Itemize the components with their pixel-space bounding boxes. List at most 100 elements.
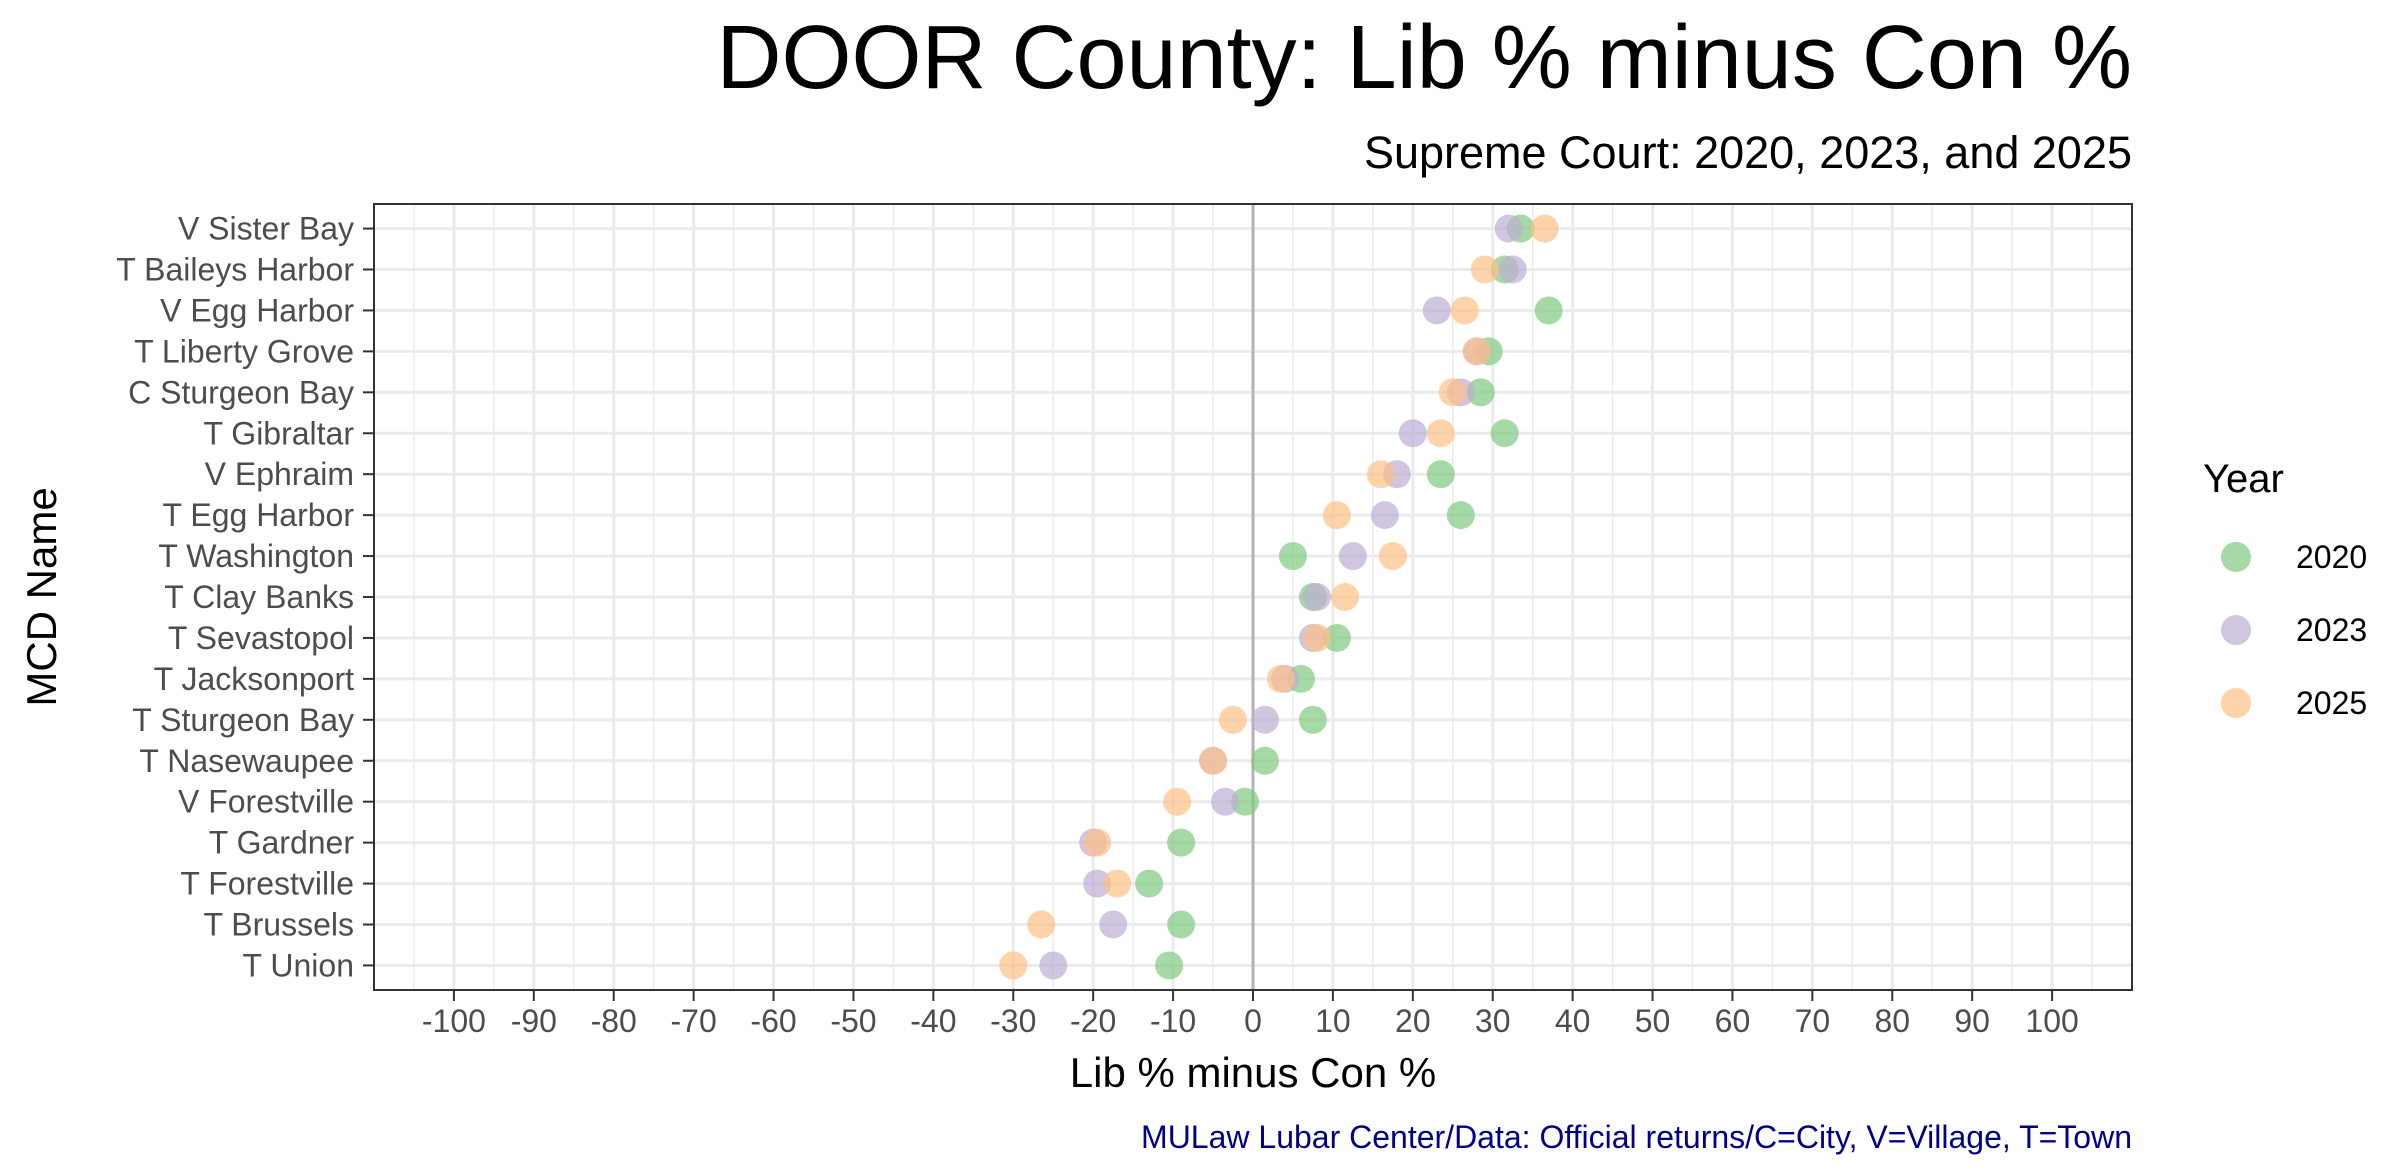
point-2025: [1438, 378, 1467, 407]
point-2025: [1462, 337, 1491, 366]
x-tick-label: -80: [591, 1003, 637, 1039]
point-2020: [1231, 787, 1260, 816]
y-tick-label: T Clay Banks: [164, 579, 354, 615]
x-tick-label: 50: [1635, 1003, 1671, 1039]
point-2023: [1099, 910, 1128, 939]
point-2025: [1470, 255, 1499, 284]
point-2025: [1266, 664, 1295, 693]
legend: Year 2020 2023 2025: [2203, 457, 2367, 721]
legend-title: Year: [2203, 457, 2284, 501]
y-tick-label: T Forestville: [180, 866, 354, 902]
legend-key-2020: [2221, 542, 2251, 572]
point-2025: [1083, 828, 1112, 857]
y-tick-label: T Washington: [158, 538, 354, 574]
point-2025: [1322, 501, 1351, 530]
y-axis-title: MCD Name: [18, 487, 65, 706]
legend-key-2025: [2221, 688, 2251, 718]
y-tick-label: T Gardner: [209, 825, 355, 861]
point-2023: [1039, 951, 1068, 980]
point-2023: [1211, 787, 1240, 816]
point-2025: [1219, 705, 1248, 734]
y-tick-label: V Egg Harbor: [160, 292, 354, 328]
y-tick-label: T Sturgeon Bay: [132, 702, 354, 738]
x-tick-label: 60: [1715, 1003, 1751, 1039]
point-2023: [1370, 501, 1399, 530]
data-points: [999, 214, 1563, 980]
x-tick-label: -60: [750, 1003, 796, 1039]
x-tick-label: 80: [1874, 1003, 1910, 1039]
point-2020: [1167, 910, 1196, 939]
point-2023: [1398, 419, 1427, 448]
point-2025: [1378, 542, 1407, 571]
point-2025: [999, 951, 1028, 980]
point-2023: [1498, 255, 1527, 284]
point-2020: [1446, 501, 1475, 530]
x-tick-label: -30: [990, 1003, 1036, 1039]
legend-label-2023: 2023: [2296, 612, 2367, 648]
y-tick-label: V Ephraim: [205, 456, 354, 492]
y-tick-label: T Jacksonport: [154, 661, 355, 697]
point-2023: [1250, 705, 1279, 734]
y-tick-label: T Sevastopol: [168, 620, 354, 656]
x-tick-label: -40: [910, 1003, 956, 1039]
point-2025: [1330, 583, 1359, 611]
point-2025: [1426, 419, 1455, 448]
y-tick-label: T Union: [243, 947, 354, 983]
point-2025: [1366, 460, 1395, 489]
x-tick-label: 90: [1954, 1003, 1990, 1039]
legend-label-2025: 2025: [2296, 685, 2367, 721]
caption: MULaw Lubar Center/Data: Official return…: [1141, 1119, 2132, 1155]
chart-subtitle: Supreme Court: 2020, 2023, and 2025: [1364, 127, 2132, 178]
point-2020: [1490, 419, 1519, 448]
x-tick-label: 70: [1795, 1003, 1831, 1039]
point-2020: [1250, 746, 1279, 775]
point-2020: [1426, 460, 1455, 489]
y-tick-label: V Forestville: [178, 784, 354, 820]
y-tick-label: T Baileys Harbor: [116, 252, 354, 288]
point-2020: [1278, 542, 1307, 571]
x-tick-label: -20: [1070, 1003, 1116, 1039]
x-tick-label: 10: [1315, 1003, 1351, 1039]
legend-label-2020: 2020: [2296, 539, 2367, 575]
point-2023: [1302, 583, 1331, 611]
y-axis: V Sister Bay T Baileys Harbor V Egg Harbor…: [116, 211, 374, 983]
x-axis: -100 -90 -80 -70 -60 -50 -40 -30 -20 -10 0 10 20 30 40…: [422, 990, 2079, 1039]
x-tick-label: -90: [511, 1003, 557, 1039]
y-tick-label: T Egg Harbor: [163, 497, 355, 533]
point-2020: [1167, 828, 1196, 857]
x-tick-label: 0: [1244, 1003, 1262, 1039]
point-2025: [1199, 746, 1228, 775]
x-tick-label: 20: [1395, 1003, 1431, 1039]
x-tick-label: -70: [671, 1003, 717, 1039]
x-tick-label: 100: [2025, 1003, 2078, 1039]
y-tick-label: C Sturgeon Bay: [128, 374, 354, 410]
point-2023: [1494, 214, 1523, 243]
point-2025: [1103, 869, 1132, 898]
point-2023: [1338, 542, 1367, 571]
x-tick-label: 40: [1555, 1003, 1591, 1039]
x-tick-label: 30: [1475, 1003, 1511, 1039]
point-2020: [1135, 869, 1164, 898]
point-2025: [1027, 910, 1056, 939]
y-tick-label: T Gibraltar: [203, 415, 354, 451]
point-2025: [1450, 296, 1479, 325]
point-2025: [1302, 623, 1331, 652]
legend-key-2023: [2221, 615, 2251, 645]
point-2020: [1322, 623, 1351, 652]
chart-title: DOOR County: Lib % minus Con %: [716, 8, 2132, 108]
y-tick-label: T Brussels: [203, 907, 354, 943]
x-tick-label: -100: [422, 1003, 486, 1039]
point-2020: [1466, 378, 1495, 407]
x-tick-label: -10: [1150, 1003, 1196, 1039]
point-2025: [1163, 787, 1192, 816]
point-2020: [1155, 951, 1184, 980]
point-2023: [1422, 296, 1451, 325]
point-2023: [1083, 869, 1112, 898]
point-2025: [1530, 214, 1559, 243]
x-tick-label: -50: [830, 1003, 876, 1039]
y-tick-label: T Liberty Grove: [134, 333, 354, 369]
y-tick-label: V Sister Bay: [178, 211, 354, 247]
point-2020: [1298, 705, 1327, 734]
point-2020: [1534, 296, 1563, 325]
